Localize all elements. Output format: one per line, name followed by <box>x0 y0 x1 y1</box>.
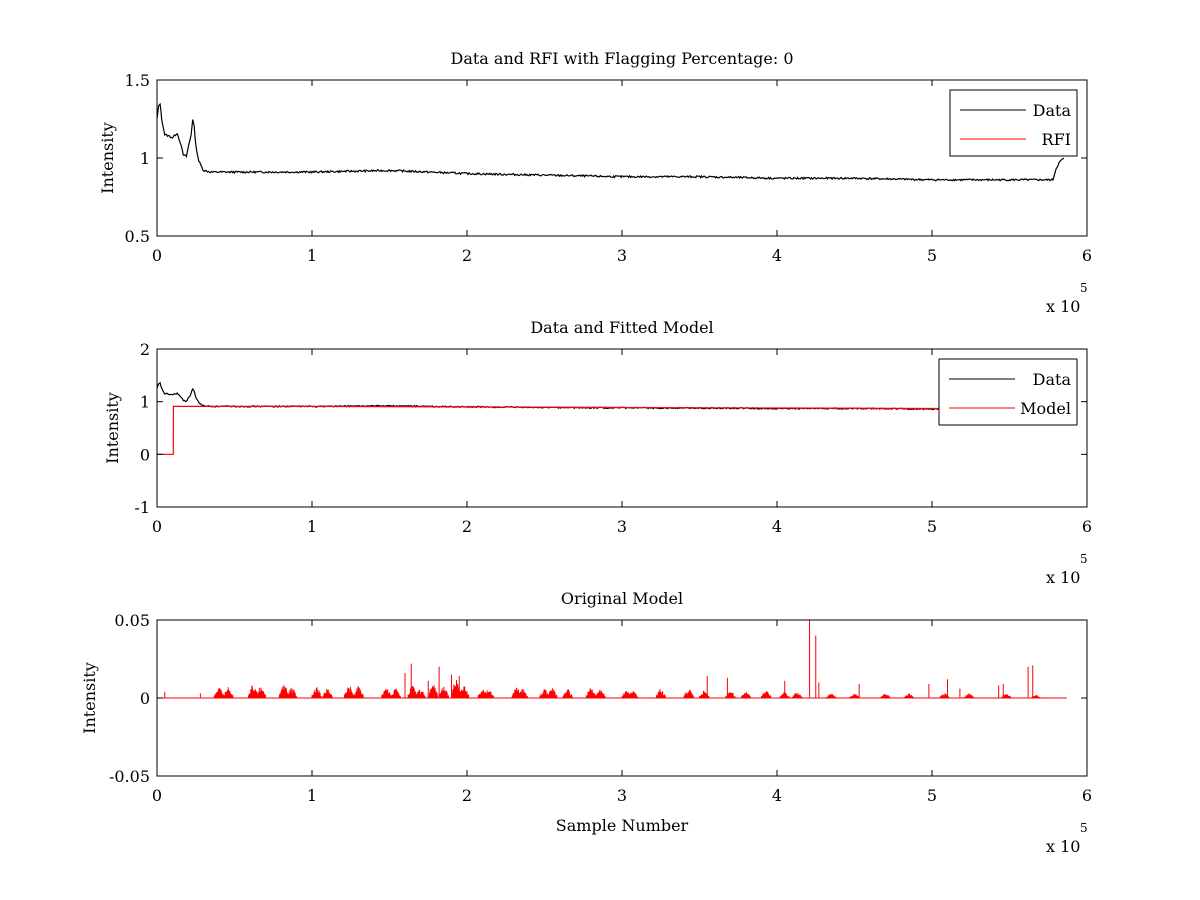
x-tick-label: 3 <box>617 517 627 536</box>
x-tick-label: 2 <box>462 517 472 536</box>
x-multiplier-base: x 10 <box>1046 837 1080 856</box>
chart-title: Data and RFI with Flagging Percentage: 0 <box>450 49 793 68</box>
y-tick-label: 0.5 <box>125 227 150 246</box>
subplot-1: 0 1 2 3 4 5 6 0.5 1 1.5 Data and RFI with Flagging… <box>98 49 1092 316</box>
x-tick-label: 1 <box>307 517 317 536</box>
y-tick-label: -0.05 <box>109 767 150 786</box>
legend-entry-label: Data <box>1033 370 1072 389</box>
series-spike-groups <box>157 680 1067 699</box>
x-tick-label: 6 <box>1082 246 1092 265</box>
series-line-data <box>157 102 1065 182</box>
axes-frame <box>156 79 1088 237</box>
x-tick-label: 4 <box>772 517 782 536</box>
x-multiplier-base: x 10 <box>1046 568 1080 587</box>
x-tick-label: 1 <box>307 246 317 265</box>
y-tick-label: -1 <box>134 498 150 517</box>
x-tick-label: 0 <box>152 246 162 265</box>
y-tick-label: 1.5 <box>125 71 150 90</box>
plot-area <box>157 102 1065 182</box>
x-tick-label: 5 <box>927 786 937 805</box>
x-tick-label: 5 <box>927 517 937 536</box>
y-axis-label: Intensity <box>103 392 122 464</box>
x-tick-label: 0 <box>152 517 162 536</box>
x-tick-label: 3 <box>617 246 627 265</box>
legend-box <box>938 358 1078 426</box>
x-tick-label: 4 <box>772 786 782 805</box>
x-multiplier-exponent: 5 <box>1080 821 1088 835</box>
chart-title: Original Model <box>561 589 683 608</box>
x-tick-label: 2 <box>462 246 472 265</box>
x-tick-label: 5 <box>927 246 937 265</box>
series-line-data <box>157 381 964 411</box>
x-multiplier-exponent: 5 <box>1080 281 1088 295</box>
legend-entry-label: Data <box>1033 101 1072 120</box>
legend-box <box>949 89 1078 157</box>
y-tick-label: 1 <box>140 149 150 168</box>
y-tick-label: 0 <box>140 445 150 464</box>
y-tick-label: 1 <box>140 393 150 412</box>
x-multiplier-exponent: 5 <box>1080 552 1088 566</box>
x-multiplier-base: x 10 <box>1046 297 1080 316</box>
y-tick-label: 2 <box>140 340 150 359</box>
y-axis-label: Intensity <box>98 122 117 194</box>
x-tick-label: 6 <box>1082 517 1092 536</box>
legend: Data RFI <box>949 89 1078 157</box>
x-tick-label: 4 <box>772 246 782 265</box>
x-tick-label: 3 <box>617 786 627 805</box>
x-axis-label: Sample Number <box>556 816 689 835</box>
plot-area <box>157 620 1067 699</box>
x-tick-label: 2 <box>462 786 472 805</box>
legend-entry-label: Model <box>1020 399 1071 418</box>
legend-entry-label: RFI <box>1042 130 1071 149</box>
y-tick-label: 0.05 <box>114 611 150 630</box>
series-line-model <box>157 405 963 455</box>
y-axis-label: Intensity <box>80 662 99 734</box>
chart-title: Data and Fitted Model <box>530 318 713 337</box>
x-tick-label: 1 <box>307 786 317 805</box>
y-tick-label: 0 <box>140 689 150 708</box>
x-tick-label: 6 <box>1082 786 1092 805</box>
x-tick-label: 0 <box>152 786 162 805</box>
plot-area <box>157 381 964 455</box>
legend: Data Model <box>938 358 1078 426</box>
